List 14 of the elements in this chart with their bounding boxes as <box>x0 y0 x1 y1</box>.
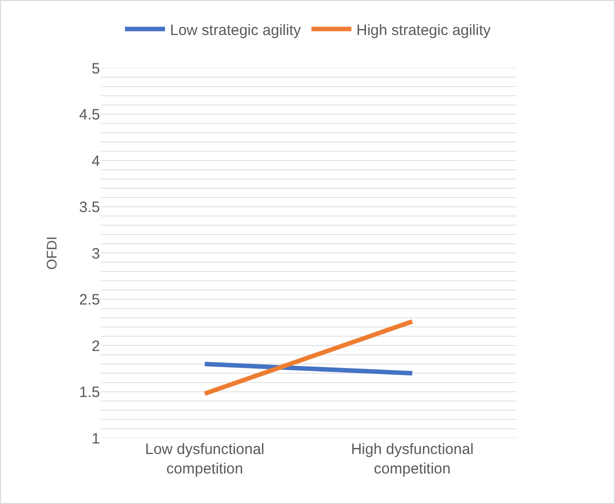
y-tick-label: 4.5 <box>79 106 100 124</box>
legend-label: Low strategic agility <box>170 22 302 39</box>
legend-label: High strategic agility <box>356 22 492 39</box>
y-tick-label: 4 <box>92 152 100 170</box>
x-tick-label: High dysfunctional competition <box>350 441 474 478</box>
y-axis-title: OFDI <box>44 236 60 270</box>
y-tick-label: 1.5 <box>79 384 100 401</box>
y-tick-label: 2 <box>92 338 100 355</box>
y-tick-label: 3.5 <box>79 199 100 216</box>
x-tick-label: Low dysfunctional competition <box>145 441 264 478</box>
y-tick-label: 1 <box>92 430 100 448</box>
y-tick-label: 5 <box>92 60 100 78</box>
y-tick-label: 2.5 <box>79 292 100 308</box>
y-tick-label: 3 <box>92 245 100 262</box>
